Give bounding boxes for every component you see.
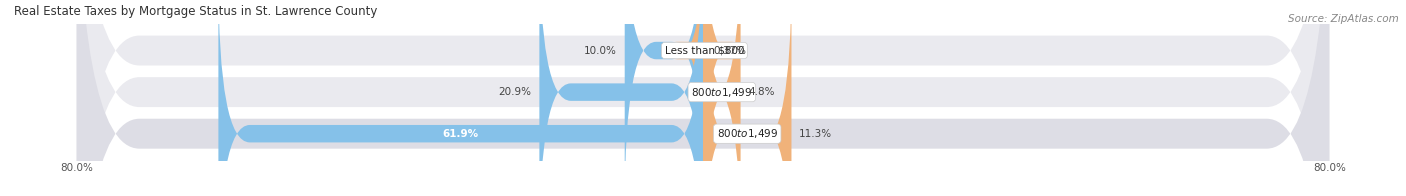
Text: Source: ZipAtlas.com: Source: ZipAtlas.com — [1288, 14, 1399, 24]
Text: 61.9%: 61.9% — [443, 129, 479, 139]
Text: 0.37%: 0.37% — [714, 45, 747, 55]
FancyBboxPatch shape — [77, 0, 1329, 196]
FancyBboxPatch shape — [624, 0, 703, 196]
FancyBboxPatch shape — [218, 0, 703, 196]
Text: 11.3%: 11.3% — [799, 129, 832, 139]
Text: Real Estate Taxes by Mortgage Status in St. Lawrence County: Real Estate Taxes by Mortgage Status in … — [14, 5, 377, 18]
FancyBboxPatch shape — [77, 0, 1329, 196]
Text: $800 to $1,499: $800 to $1,499 — [692, 86, 752, 99]
FancyBboxPatch shape — [77, 0, 1329, 196]
Text: 4.8%: 4.8% — [748, 87, 775, 97]
Text: 10.0%: 10.0% — [583, 45, 617, 55]
Text: $800 to $1,499: $800 to $1,499 — [717, 127, 778, 140]
FancyBboxPatch shape — [675, 0, 734, 196]
FancyBboxPatch shape — [703, 0, 792, 196]
Text: Less than $800: Less than $800 — [665, 45, 744, 55]
FancyBboxPatch shape — [540, 0, 703, 196]
FancyBboxPatch shape — [703, 0, 741, 196]
Text: 20.9%: 20.9% — [499, 87, 531, 97]
